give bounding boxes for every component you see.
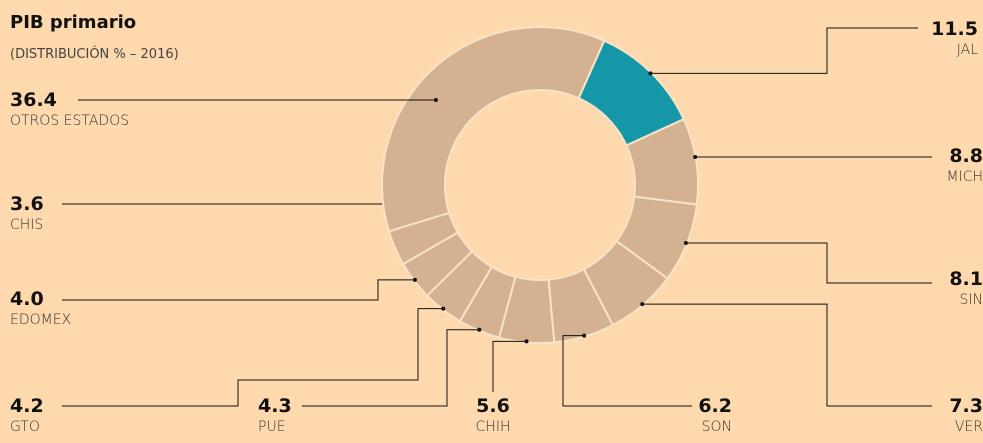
leader-line [650, 27, 918, 74]
leader-dot [693, 155, 698, 159]
category-label: SIN [960, 292, 983, 308]
leader-dot [524, 339, 529, 344]
value-label: 8.1 [949, 268, 983, 290]
value-label: 8.8 [949, 145, 983, 167]
leader-dot [582, 333, 587, 338]
leader-dot [648, 71, 653, 76]
category-label: VER [955, 419, 983, 435]
leader-dot [433, 98, 438, 102]
chart-subtitle: (DISTRIBUCIÓN % – 2016) [10, 46, 179, 62]
leader-dot [640, 302, 645, 307]
value-label: 3.6 [10, 193, 44, 215]
category-label: MICH [946, 169, 983, 185]
value-label: 4.0 [10, 288, 44, 310]
leader-line [62, 279, 415, 301]
leader-line [562, 335, 692, 407]
leader-dot [477, 327, 482, 332]
value-label: 7.3 [949, 395, 983, 417]
value-label: 6.2 [698, 395, 732, 417]
leader-dot [683, 240, 688, 245]
leader-dot [441, 306, 446, 311]
value-label: 4.2 [10, 395, 44, 417]
value-label: 36.4 [10, 89, 57, 111]
donut-segment [381, 26, 606, 233]
value-label: 11.5 [931, 18, 978, 40]
category-label: PUE [258, 419, 286, 435]
category-label: CHIS [10, 217, 43, 233]
leader-dot [412, 277, 417, 282]
leader-line [302, 329, 480, 407]
category-label: SON [702, 419, 732, 435]
category-label: OTROS ESTADOS [10, 113, 129, 129]
chart-title: PIB primario [10, 12, 136, 33]
leader-line [492, 340, 527, 392]
category-label: CHIH [476, 419, 511, 435]
leader-line [62, 308, 444, 407]
category-label: GTO [10, 419, 40, 435]
category-label: JAL [957, 42, 978, 58]
leader-line [642, 303, 932, 407]
leader-line [685, 242, 932, 284]
value-label: 4.3 [258, 395, 292, 417]
value-label: 5.6 [476, 395, 510, 417]
category-label: EDOMEX [10, 312, 71, 328]
